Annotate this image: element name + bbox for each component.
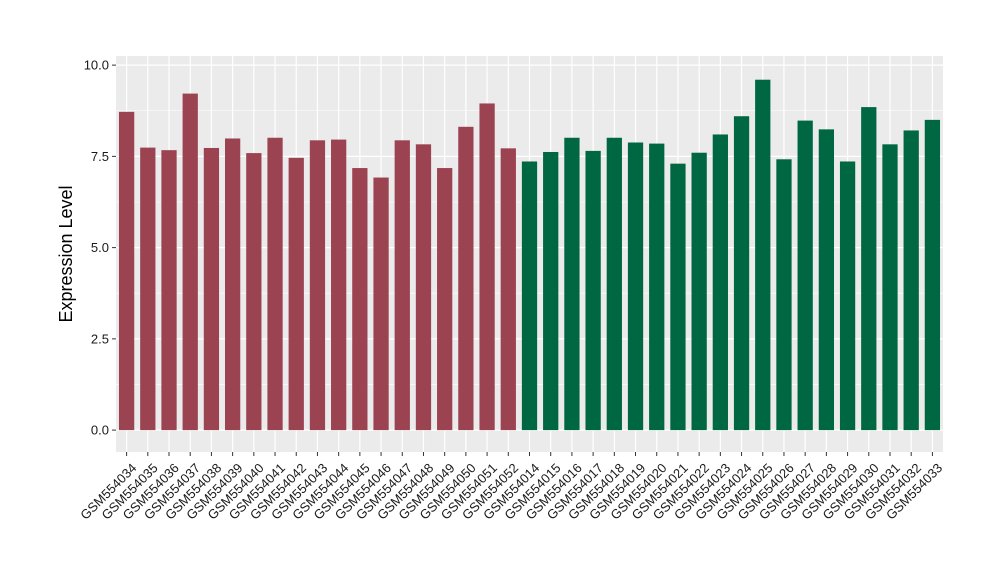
bar-GSM554040: [246, 153, 262, 431]
bar-GSM554031: [882, 144, 898, 431]
bar-GSM554015: [543, 151, 559, 431]
bar-GSM554020: [649, 143, 665, 431]
bars: [118, 79, 941, 431]
bar-GSM554022: [691, 152, 707, 431]
bar-GSM554024: [733, 116, 750, 431]
bar-GSM554023: [712, 134, 728, 431]
bar-GSM554018: [606, 137, 622, 431]
bar-GSM554030: [861, 107, 877, 431]
bar-GSM554017: [585, 150, 601, 431]
bar-GSM554038: [203, 147, 220, 431]
bar-GSM554044: [331, 139, 347, 431]
bar-GSM554043: [309, 140, 326, 431]
bar-GSM554037: [182, 93, 198, 431]
bar-GSM554016: [564, 137, 580, 431]
bar-GSM554049: [437, 168, 453, 431]
bar-GSM554042: [288, 157, 304, 431]
y-tick-label: 5.0: [91, 240, 109, 255]
y-tick-label: 7.5: [91, 149, 109, 164]
bar-GSM554036: [161, 150, 177, 431]
y-tick-label: 0.0: [91, 423, 109, 438]
bar-GSM554051: [479, 103, 495, 431]
y-tick-label: 10.0: [84, 58, 109, 73]
bar-GSM554052: [500, 148, 516, 431]
bar-GSM554027: [797, 120, 813, 431]
y-axis-title: Expression Level: [56, 185, 76, 322]
bar-GSM554046: [373, 177, 389, 431]
bar-GSM554033: [924, 119, 941, 431]
bar-GSM554045: [352, 168, 368, 431]
bar-GSM554014: [521, 161, 538, 431]
bar-GSM554021: [670, 163, 686, 431]
y-tick-label: 2.5: [91, 331, 109, 346]
bar-GSM554029: [839, 161, 856, 431]
bar-GSM554019: [627, 142, 644, 431]
bar-GSM554050: [458, 126, 474, 431]
y-axis-ticks: 0.0 2.5 5.0 7.5 10.0: [84, 58, 116, 438]
bar-GSM554032: [903, 130, 919, 431]
bar-GSM554035: [140, 147, 156, 431]
bar-GSM554025: [755, 79, 771, 431]
bar-GSM554041: [267, 137, 283, 431]
bar-GSM554048: [415, 144, 432, 431]
bar-GSM554039: [224, 138, 241, 431]
bar-GSM554028: [818, 129, 835, 431]
bar-GSM554047: [394, 140, 410, 431]
x-axis-ticks: GSM554034GSM554035GSM554036GSM554037GSM5…: [77, 452, 945, 523]
bar-GSM554026: [776, 159, 792, 431]
bar-GSM554034: [118, 111, 135, 431]
